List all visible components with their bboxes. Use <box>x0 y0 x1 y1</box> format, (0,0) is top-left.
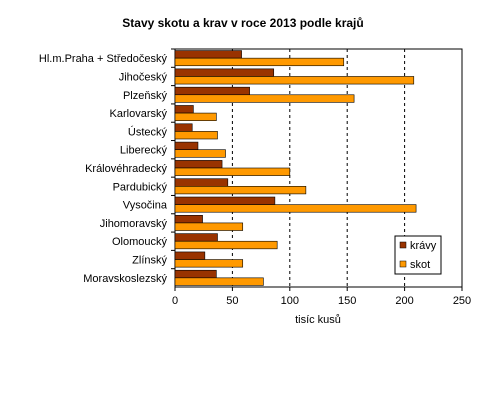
category-label-moravskoslezsky: Moravskoslezský <box>83 273 167 285</box>
bar-skot-ustecky <box>174 131 218 140</box>
bar-kravy-ustecky <box>174 123 193 132</box>
bar-skot-kralovehradecky <box>174 167 291 176</box>
bar-skot-moravskoslezsky <box>174 277 264 286</box>
category-label-ustecky: Ústecký <box>128 125 168 138</box>
bar-kravy-jihomoravsky <box>174 215 203 224</box>
x-axis-ticks: 0 50 100 150 200 250 <box>172 287 471 307</box>
bar-kravy-kralovehradecky <box>174 160 223 169</box>
bar-kravy-plzensky <box>174 86 250 96</box>
chart-title: Stavy skotu a krav v roce 2013 podle kra… <box>122 16 363 30</box>
category-label-olomoucky: Olomoucký <box>112 236 168 248</box>
category-label-jihomoravsky: Jihomoravský <box>100 218 168 230</box>
bar-kravy-jihocesky <box>174 68 275 77</box>
x-axis-label: tisíc kusů <box>295 314 341 326</box>
x-tick-label-150: 150 <box>338 295 356 307</box>
legend-swatch-skot <box>399 260 407 268</box>
category-labels: Hl.m.Praha + Středočeský Jihočeský Plzeňsk… <box>39 53 168 285</box>
bar-kravy-liberecky <box>174 141 199 150</box>
category-label-hl-m-praha-stredocesky: Hl.m.Praha + Středočeský <box>39 53 168 65</box>
bar-skot-liberecky <box>174 149 226 158</box>
bar-kravy-vysocina <box>174 196 276 205</box>
bar-kravy-hl-m-praha-stredocesky <box>174 50 242 59</box>
bar-kravy-zlinsky <box>174 251 206 260</box>
x-tick-label-200: 200 <box>395 295 413 307</box>
bar-skot-plzensky <box>174 94 355 103</box>
category-label-zlinsky: Zlínský <box>132 255 167 267</box>
category-label-jihocesky: Jihočeský <box>119 71 168 83</box>
bar-kravy-pardubicky <box>174 178 229 187</box>
bar-skot-zlinsky <box>174 259 244 268</box>
category-label-vysocina: Vysočina <box>123 200 168 212</box>
category-label-karlovarsky: Karlovarský <box>110 108 168 120</box>
bar-skot-karlovarsky <box>174 112 217 121</box>
bar-skot-jihocesky <box>174 76 415 85</box>
bar-skot-olomoucky <box>174 240 278 250</box>
category-label-pardubicky: Pardubický <box>113 181 168 193</box>
bar-skot-vysocina <box>174 204 417 213</box>
bar-kravy-moravskoslezsky <box>174 269 217 279</box>
x-tick-label-250: 250 <box>453 295 471 307</box>
bar-skot-jihomoravsky <box>174 222 244 231</box>
bars <box>171 48 417 286</box>
bar-kravy-olomoucky <box>174 233 218 242</box>
bar-skot-pardubicky <box>174 186 307 195</box>
x-tick-label-0: 0 <box>172 295 178 307</box>
category-label-plzensky: Plzeňský <box>123 90 168 102</box>
x-tick-label-100: 100 <box>281 295 299 307</box>
legend: krávy skot <box>394 235 442 275</box>
legend-label-skot: skot <box>410 259 430 271</box>
x-tick-label-50: 50 <box>226 295 238 307</box>
bar-kravy-karlovarsky <box>174 105 194 114</box>
category-label-liberecky: Liberecký <box>120 145 168 157</box>
legend-swatch-kravy <box>399 241 407 249</box>
legend-label-kravy: krávy <box>410 240 437 252</box>
category-label-kralovehradecky: Královéhradecký <box>85 163 167 175</box>
bar-skot-hl-m-praha-stredocesky <box>174 57 345 67</box>
